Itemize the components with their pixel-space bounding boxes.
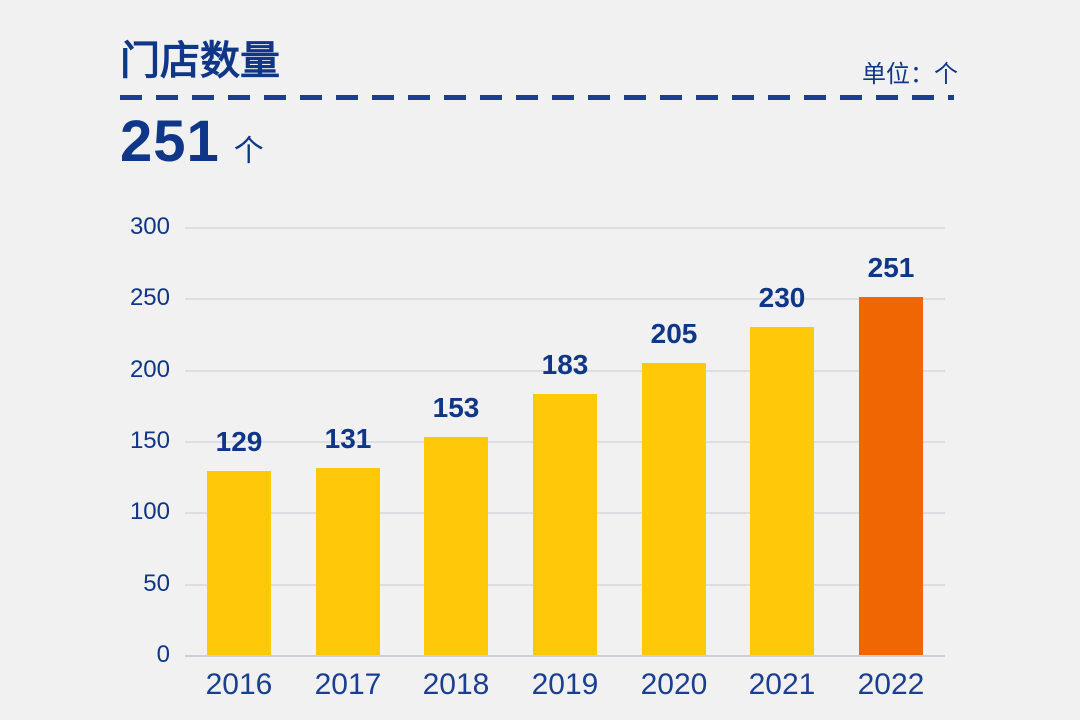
bar <box>750 327 814 655</box>
x-tick-label: 2022 <box>857 668 925 701</box>
x-tick-label: 2020 <box>640 668 708 701</box>
y-tick-label: 250 <box>129 284 170 312</box>
bar <box>642 363 706 655</box>
dashed-divider <box>120 95 954 100</box>
x-tick-label: 2021 <box>748 668 816 701</box>
bar <box>859 297 923 655</box>
y-tick-label: 150 <box>129 427 170 454</box>
x-tick-label: 2017 <box>314 668 382 701</box>
unit-label: 单位：个 <box>862 61 958 88</box>
bar <box>533 394 597 655</box>
y-tick-label: 0 <box>156 641 170 668</box>
x-tick-label: 2018 <box>422 668 490 701</box>
y-tick-label: 200 <box>129 355 170 383</box>
gridline <box>185 298 945 301</box>
headline-value: 251 <box>120 109 220 174</box>
bar <box>316 468 380 655</box>
gridline <box>185 227 945 229</box>
y-tick-label: 300 <box>129 213 170 240</box>
y-tick-label: 100 <box>129 498 170 526</box>
bar-value-label: 251 <box>867 252 915 283</box>
page-title: 门店数量 <box>120 39 280 83</box>
x-tick-label: 2016 <box>205 668 273 701</box>
bar-chart: 0 50 100 150 200 250 300 129 2016 131 2017 153 2018 1… <box>120 213 965 715</box>
gridline <box>185 369 945 372</box>
y-tick-label: 50 <box>143 569 170 597</box>
bar-value-label: 205 <box>650 318 698 349</box>
bar-value-label: 230 <box>758 282 806 313</box>
bar-value-label: 183 <box>541 349 589 380</box>
bar <box>424 437 488 655</box>
headline-unit: 个 <box>233 135 264 168</box>
bar-value-label: 129 <box>215 426 263 457</box>
bar-value-label: 153 <box>432 392 480 423</box>
x-tick-label: 2019 <box>531 668 599 701</box>
bar <box>207 471 271 655</box>
headline: 251 个 <box>120 108 264 175</box>
bar-value-label: 131 <box>324 423 372 454</box>
gridline <box>185 655 945 657</box>
